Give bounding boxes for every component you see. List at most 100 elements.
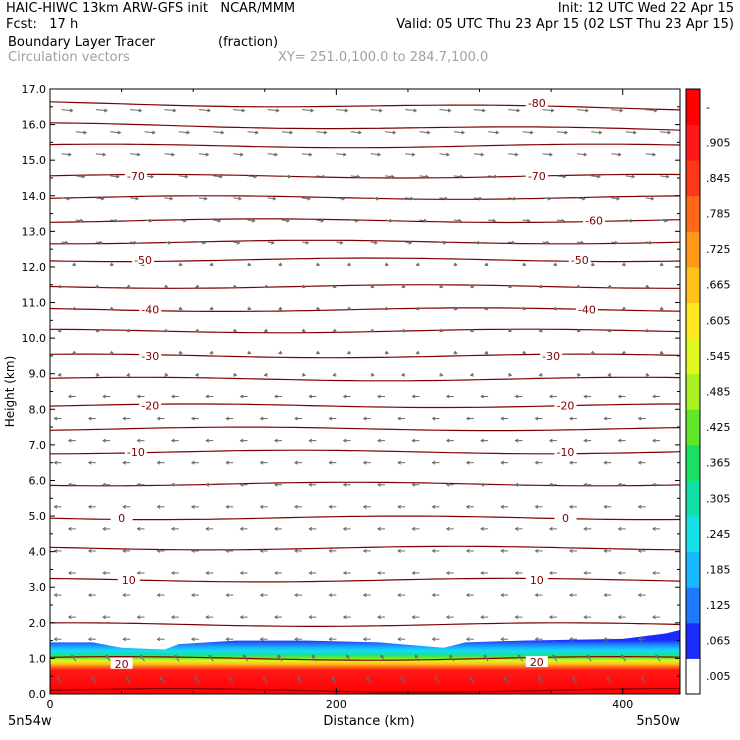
wind-vector-head — [274, 526, 278, 531]
wind-vector-head — [286, 218, 290, 223]
wind-vector — [419, 131, 430, 134]
wind-vector — [384, 131, 396, 134]
y-tick-label: 1.0 — [29, 652, 47, 665]
wind-vector-head — [186, 130, 191, 135]
colorbar-swatch — [686, 160, 700, 197]
wind-vector-head — [645, 372, 650, 377]
wind-vector — [267, 109, 279, 112]
wind-vector — [336, 153, 346, 156]
wind-vector-head — [150, 174, 155, 179]
wind-vector-head — [362, 460, 367, 465]
wind-vector-head — [606, 676, 611, 681]
wind-vector-head — [294, 593, 298, 598]
wind-vector-head — [411, 482, 416, 487]
wind-vector — [576, 153, 587, 156]
wind-vector-head — [377, 394, 381, 399]
wind-vector-head — [603, 460, 608, 465]
wind-vector — [91, 677, 97, 684]
wind-vector-head — [637, 548, 642, 553]
wind-vector — [556, 131, 568, 134]
wind-vector-head — [384, 262, 389, 267]
wind-vector — [95, 109, 107, 112]
wind-vector-head — [151, 130, 156, 135]
wind-vector-head — [263, 372, 268, 377]
wind-vector-head — [370, 328, 375, 333]
isotherm-line — [50, 577, 680, 583]
wind-vector-head — [390, 174, 395, 179]
wind-vector-head — [377, 526, 381, 531]
wind-vector — [508, 241, 515, 244]
wind-vector-head — [87, 460, 92, 465]
wind-vector — [95, 197, 104, 200]
field-name: Boundary Layer Tracer — [8, 35, 155, 50]
wind-vector-head — [190, 548, 195, 553]
wind-vector-head — [431, 504, 436, 509]
wind-vector-head — [431, 416, 436, 421]
wind-vector-head — [508, 284, 513, 289]
colorbar-label: .005 — [706, 670, 731, 683]
wind-vector — [164, 109, 176, 112]
wind-vector-head — [500, 504, 505, 509]
wind-vector-head — [444, 196, 449, 201]
wind-vector — [350, 219, 358, 222]
isotherm-label: -70 — [127, 170, 145, 183]
wind-vector — [61, 153, 71, 156]
wind-vector-head — [103, 108, 108, 113]
wind-vector-head — [465, 460, 470, 465]
wind-vector-head — [397, 416, 401, 421]
wind-vector — [213, 175, 222, 178]
wind-vector — [659, 175, 669, 178]
wind-vector-head — [53, 637, 58, 642]
wind-vector-head — [568, 548, 573, 553]
wind-vector-head — [411, 571, 416, 575]
wind-vector-head — [481, 108, 486, 113]
y-tick-label: 11.0 — [22, 297, 47, 310]
wind-vector-head — [135, 196, 140, 201]
wind-vector-head — [239, 482, 244, 487]
wind-vector — [144, 219, 152, 222]
isotherm-line — [50, 328, 680, 334]
wind-vector-head — [209, 306, 214, 311]
wind-vector-head — [95, 284, 100, 289]
wind-vector-head — [81, 174, 86, 179]
wind-vector-head — [87, 593, 92, 598]
isotherm-label: 0 — [562, 512, 569, 525]
colorbar-label: .485 — [706, 386, 731, 399]
x-tick-label: 0 — [47, 698, 54, 711]
wind-vector — [538, 677, 543, 684]
wind-vector-head — [239, 152, 244, 157]
wind-vector-head — [306, 196, 311, 201]
wind-vector — [75, 175, 85, 178]
wind-vector-head — [259, 593, 264, 598]
wind-vector-head — [71, 306, 76, 311]
wind-vector-head — [397, 637, 401, 642]
wind-vector-head — [136, 571, 141, 575]
wind-vector — [469, 677, 475, 684]
wind-vector-head — [445, 526, 450, 531]
isotherm-line — [50, 545, 680, 551]
wind-vector-head — [538, 328, 543, 333]
wind-vector-head — [105, 654, 110, 659]
wind-vector-head — [514, 482, 519, 487]
wind-vector-head — [322, 174, 326, 179]
wind-vector-head — [53, 593, 58, 598]
wind-vector-head — [637, 416, 642, 421]
wind-vector — [281, 131, 293, 134]
colorbar-label: .605 — [706, 314, 731, 327]
wind-vector — [247, 219, 255, 222]
isotherm-line — [50, 426, 680, 432]
wind-vector-head — [136, 482, 141, 487]
wind-vector-head — [449, 654, 453, 659]
wind-vector — [586, 654, 592, 662]
wind-vector-head — [650, 196, 655, 201]
wind-vector-head — [465, 416, 470, 421]
wind-vector-head — [239, 526, 244, 531]
wind-vector-head — [125, 676, 130, 681]
wind-vector — [419, 175, 429, 178]
wind-vector-head — [259, 460, 264, 465]
cross-section-range: XY= 251.0,100.0 to 284.7,100.0 — [278, 50, 489, 65]
y-tick-label: 17.0 — [22, 83, 47, 96]
wind-vector-head — [411, 526, 416, 531]
wind-vector-head — [53, 504, 58, 509]
field-units: (fraction) — [218, 35, 279, 50]
